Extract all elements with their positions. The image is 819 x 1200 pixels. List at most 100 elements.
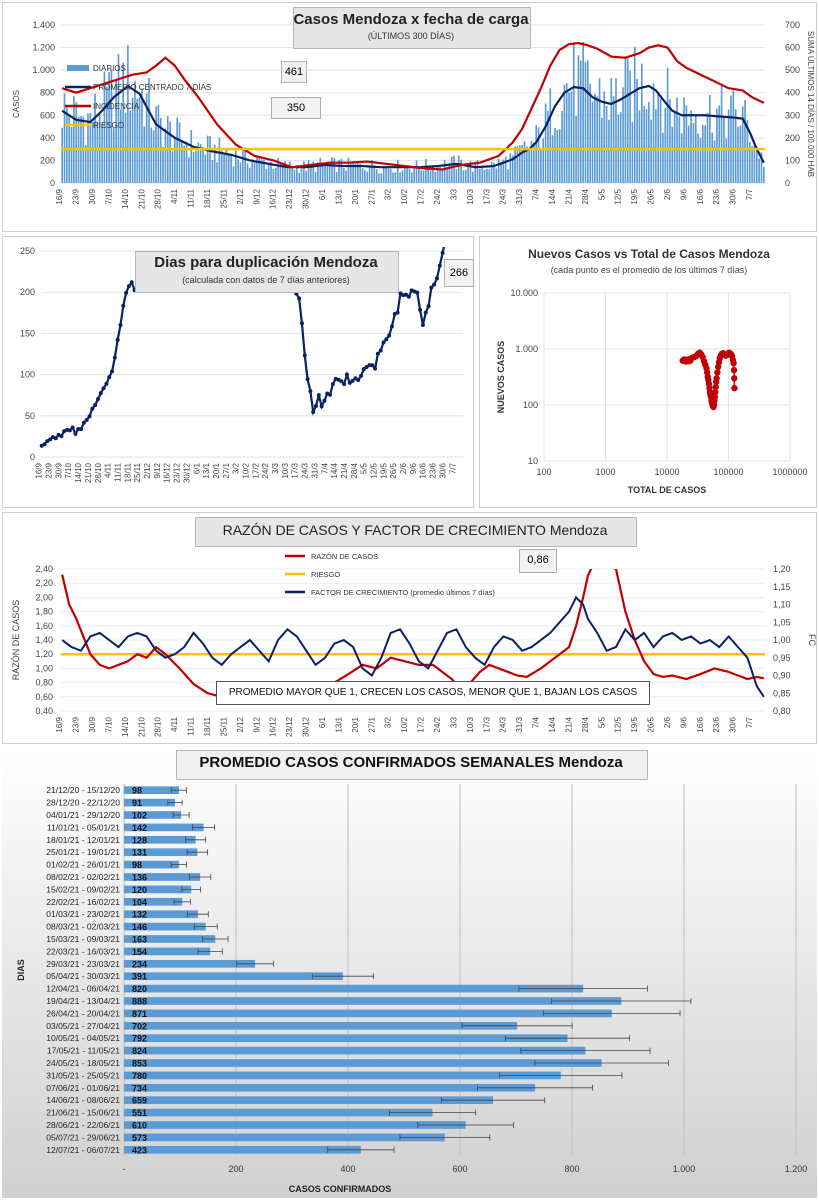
bar-diarios (366, 171, 369, 183)
bar-diarios (516, 146, 519, 183)
x-tick-label: 17/3 (482, 716, 491, 732)
bar-semanal (124, 1133, 445, 1142)
chart-nuevos-panel: 10 100 1.000 10.000 100 1000 10000 100000 100000… (479, 236, 817, 508)
x-tick-label: 7/7 (448, 462, 457, 474)
x-tick-label: 26/5 (647, 188, 656, 204)
bar-diarios (373, 167, 376, 183)
x-tick-label: 16/6 (419, 462, 428, 478)
x-tick-label: 20/1 (212, 462, 221, 478)
bar-diarios (467, 166, 469, 183)
point-duplicacion (328, 392, 333, 397)
bar-diarios (542, 138, 545, 183)
x-tick-label: 21/4 (564, 188, 573, 204)
bar-diarios (253, 162, 256, 183)
bar-diarios (246, 163, 249, 183)
category-label: 15/02/21 - 09/02/21 (46, 884, 120, 894)
y-tick-label: 2,20 (35, 578, 53, 588)
bar-diarios (739, 125, 742, 183)
y2-tick-label: 400 (785, 88, 800, 98)
bar-diarios (331, 157, 333, 183)
bar-diarios (631, 122, 634, 183)
bar-diarios (91, 122, 94, 183)
x-tick-label: 19/5 (630, 716, 639, 732)
x-tick-label: 28/10 (154, 188, 163, 209)
bar-semanal (124, 835, 196, 844)
bar-diarios (701, 124, 704, 183)
bar-diarios (108, 72, 110, 183)
point-duplicacion (387, 333, 392, 338)
chart-duplicacion-subtitle: (calculada con datos de 7 días anteriore… (182, 275, 350, 285)
bar-diarios (638, 110, 641, 183)
y-tick-label: 150 (20, 328, 35, 338)
x-tick-label: 2/6 (663, 716, 672, 728)
bar-diarios (457, 155, 460, 183)
y-tick-label: 2,40 (35, 564, 53, 574)
bar-diarios (716, 108, 718, 183)
bar-diarios (540, 149, 542, 183)
x-tick-label: 27/1 (367, 716, 376, 732)
bar-diarios (429, 170, 432, 183)
bar-diarios (357, 161, 359, 183)
value-label: 104 (132, 897, 147, 907)
x-tick-label: 11/11 (187, 188, 196, 207)
bar-diarios (655, 109, 657, 183)
point-duplicacion (406, 294, 411, 299)
value-label: 551 (132, 1108, 147, 1118)
point-duplicacion (353, 376, 358, 381)
x-tick-label: 5/5 (597, 188, 606, 200)
bar-diarios (143, 126, 146, 183)
x-tick-label: 9/12 (252, 716, 261, 732)
legend-swatch (67, 65, 89, 71)
value-label: 391 (132, 972, 147, 982)
bar-diarios (685, 105, 688, 183)
y2-tick-label: 0,85 (773, 688, 791, 698)
point-duplicacion (314, 404, 319, 409)
category-label: 21/06/21 - 15/06/21 (46, 1108, 120, 1118)
bar-diarios (164, 128, 167, 183)
bar-diarios (173, 138, 176, 183)
y-axis-label: CASOS (12, 90, 21, 118)
bar-diarios (220, 150, 223, 183)
y-tick-label: 10.000 (510, 288, 538, 298)
bar-diarios (288, 161, 291, 183)
bar-semanal (124, 1083, 536, 1092)
x-tick-label: 28/4 (581, 188, 590, 204)
x-tick-label: 23/12 (285, 716, 294, 737)
bar-diarios (497, 158, 500, 183)
bar-diarios (469, 160, 472, 183)
bar-diarios (648, 102, 650, 183)
bar-diarios (579, 60, 582, 183)
category-label: 08/03/21 - 02/03/21 (46, 922, 120, 932)
bar-diarios (666, 67, 669, 183)
x-tick-label: 3/3 (449, 716, 458, 728)
bar-diarios (300, 168, 303, 183)
x-tick-label: 7/4 (532, 716, 541, 728)
chart-duplicacion-title: Dias para duplicación Mendoza (154, 254, 378, 271)
chart-semanales-title-box (176, 750, 648, 780)
point-duplicacion (322, 398, 327, 403)
bar-diarios (411, 172, 413, 183)
y2-tick-label: 1,20 (773, 564, 791, 574)
y-tick-label: 0 (50, 178, 55, 188)
bar-diarios (680, 133, 683, 183)
bar-diarios (124, 112, 127, 183)
x-tick-label: 3/2 (232, 462, 241, 474)
bar-diarios (425, 158, 427, 183)
bar-diarios (399, 172, 401, 183)
bar-diarios (608, 119, 610, 183)
y-tick-label: 1,80 (35, 607, 53, 617)
category-label: 11/01/21 - 05/01/21 (47, 822, 120, 832)
x-tick-label: 17/2 (417, 716, 426, 732)
bar-diarios (94, 93, 96, 183)
bar-diarios (75, 102, 78, 183)
x-tick-label: 1.200 (785, 1164, 808, 1174)
x-tick-label: 30/6 (729, 716, 738, 732)
bar-diarios (596, 96, 599, 183)
bar-diarios (206, 135, 209, 183)
chart-duplicacion-svg: 0 50 100 150 200 250 16/9 23/9 30/9 7/10 14/10 21/1… (20, 246, 463, 483)
x-tick-label: 14/4 (548, 716, 557, 732)
x-tick-label: 21/4 (564, 716, 573, 732)
bar-diarios (134, 80, 136, 183)
bar-diarios (699, 137, 702, 183)
y-tick-label: 1.400 (32, 20, 55, 30)
